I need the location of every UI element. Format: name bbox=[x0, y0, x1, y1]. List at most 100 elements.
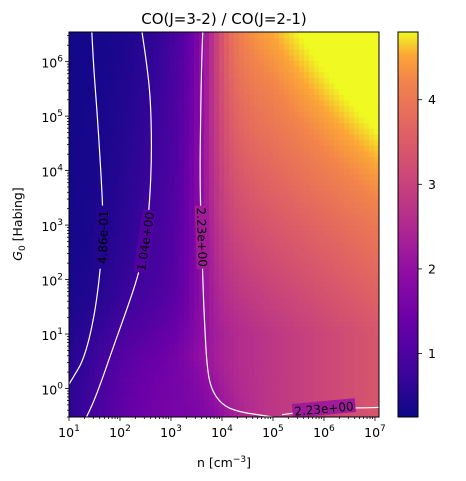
heatmap-cell bbox=[179, 360, 185, 367]
heatmap-cell bbox=[359, 37, 365, 44]
heatmap-cell bbox=[74, 326, 80, 333]
heatmap-cell bbox=[294, 281, 300, 288]
heatmap-cell bbox=[369, 218, 375, 226]
heatmap-cell bbox=[179, 162, 185, 169]
heatmap-cell bbox=[174, 54, 180, 61]
heatmap-cell bbox=[339, 264, 345, 271]
heatmap-cell bbox=[289, 230, 295, 237]
heatmap-cell bbox=[154, 77, 160, 84]
heatmap-cell bbox=[374, 167, 379, 175]
heatmap-cell bbox=[374, 99, 379, 107]
heatmap-cell bbox=[209, 252, 215, 260]
heatmap-cell bbox=[239, 105, 245, 112]
heatmap-cell bbox=[194, 32, 200, 39]
heatmap-cell bbox=[329, 116, 335, 124]
heatmap-cell bbox=[184, 309, 190, 316]
heatmap-cell bbox=[274, 224, 280, 231]
heatmap-cell bbox=[274, 32, 280, 39]
heatmap-cell bbox=[314, 190, 320, 197]
heatmap-cell bbox=[269, 411, 275, 417]
heatmap-cell bbox=[174, 405, 180, 412]
heatmap-cell bbox=[179, 405, 185, 412]
heatmap-cell bbox=[134, 173, 140, 180]
heatmap-cell bbox=[229, 196, 235, 203]
heatmap-cell bbox=[289, 94, 295, 101]
heatmap-cell bbox=[179, 326, 185, 333]
heatmap-cell bbox=[69, 252, 75, 260]
heatmap-cell bbox=[209, 99, 215, 107]
heatmap-cell bbox=[199, 196, 205, 203]
heatmap-cell bbox=[249, 77, 255, 84]
heatmap-cell bbox=[369, 247, 375, 254]
heatmap-cell bbox=[329, 99, 335, 107]
heatmap-cell bbox=[219, 196, 225, 203]
heatmap-cell bbox=[294, 190, 300, 197]
heatmap-cell bbox=[239, 252, 245, 260]
heatmap-cell bbox=[124, 77, 130, 84]
heatmap-cell bbox=[69, 411, 75, 417]
heatmap-cell bbox=[139, 281, 145, 288]
heatmap-cell bbox=[239, 286, 245, 294]
heatmap-cell bbox=[119, 258, 125, 265]
heatmap-cell bbox=[134, 37, 140, 44]
heatmap-cell bbox=[254, 60, 260, 67]
heatmap-cell bbox=[214, 94, 220, 101]
heatmap-cell bbox=[139, 303, 145, 311]
heatmap-cell bbox=[199, 377, 205, 384]
heatmap-cell bbox=[349, 65, 355, 73]
heatmap-cell bbox=[89, 122, 95, 129]
heatmap-cell bbox=[99, 332, 105, 339]
heatmap-cell bbox=[299, 196, 305, 203]
heatmap-cell bbox=[239, 354, 245, 361]
heatmap-cell bbox=[299, 303, 305, 311]
heatmap-cell bbox=[79, 105, 85, 112]
heatmap-cell bbox=[164, 82, 170, 90]
heatmap-cell bbox=[99, 292, 105, 299]
heatmap-cell bbox=[234, 303, 240, 311]
heatmap-cell bbox=[249, 48, 255, 56]
heatmap-cell bbox=[259, 82, 265, 90]
heatmap-cell bbox=[269, 54, 275, 61]
heatmap-cell bbox=[259, 99, 265, 107]
heatmap-cell bbox=[299, 71, 305, 78]
heatmap-cell bbox=[119, 303, 125, 311]
heatmap-cell bbox=[104, 309, 110, 316]
heatmap-cell bbox=[294, 394, 300, 401]
heatmap-cell bbox=[284, 281, 290, 288]
heatmap-cell bbox=[334, 354, 340, 361]
heatmap-cell bbox=[169, 337, 175, 344]
heatmap-cell bbox=[239, 247, 245, 254]
heatmap-cell bbox=[364, 337, 370, 344]
heatmap-cell bbox=[134, 196, 140, 203]
heatmap-cell bbox=[304, 173, 310, 180]
heatmap-cell bbox=[184, 150, 190, 158]
heatmap-cell bbox=[74, 235, 80, 243]
heatmap-cell bbox=[289, 337, 295, 344]
heatmap-cell bbox=[309, 201, 315, 209]
heatmap-cell bbox=[344, 207, 350, 214]
heatmap-cell bbox=[169, 303, 175, 311]
heatmap-cell bbox=[219, 252, 225, 260]
heatmap-cell bbox=[169, 213, 175, 220]
heatmap-cell bbox=[319, 48, 325, 56]
heatmap-cell bbox=[359, 411, 365, 417]
heatmap-cell bbox=[339, 315, 345, 322]
heatmap-cell bbox=[244, 190, 250, 197]
heatmap-cell bbox=[334, 82, 340, 90]
heatmap-cell bbox=[169, 54, 175, 61]
heatmap-cell bbox=[284, 235, 290, 243]
heatmap-cell bbox=[329, 366, 335, 373]
heatmap-cell bbox=[104, 54, 110, 61]
heatmap-cell bbox=[89, 156, 95, 163]
heatmap-cell bbox=[214, 196, 220, 203]
heatmap-cell bbox=[174, 303, 180, 311]
heatmap-cell bbox=[214, 65, 220, 73]
heatmap-cell bbox=[349, 315, 355, 322]
heatmap-cell bbox=[144, 190, 150, 197]
heatmap-cell bbox=[99, 162, 105, 169]
heatmap-cell bbox=[84, 298, 90, 305]
heatmap-cell bbox=[129, 213, 135, 220]
heatmap-cell bbox=[169, 43, 175, 50]
heatmap-cell bbox=[254, 207, 260, 214]
heatmap-cell bbox=[364, 218, 370, 226]
